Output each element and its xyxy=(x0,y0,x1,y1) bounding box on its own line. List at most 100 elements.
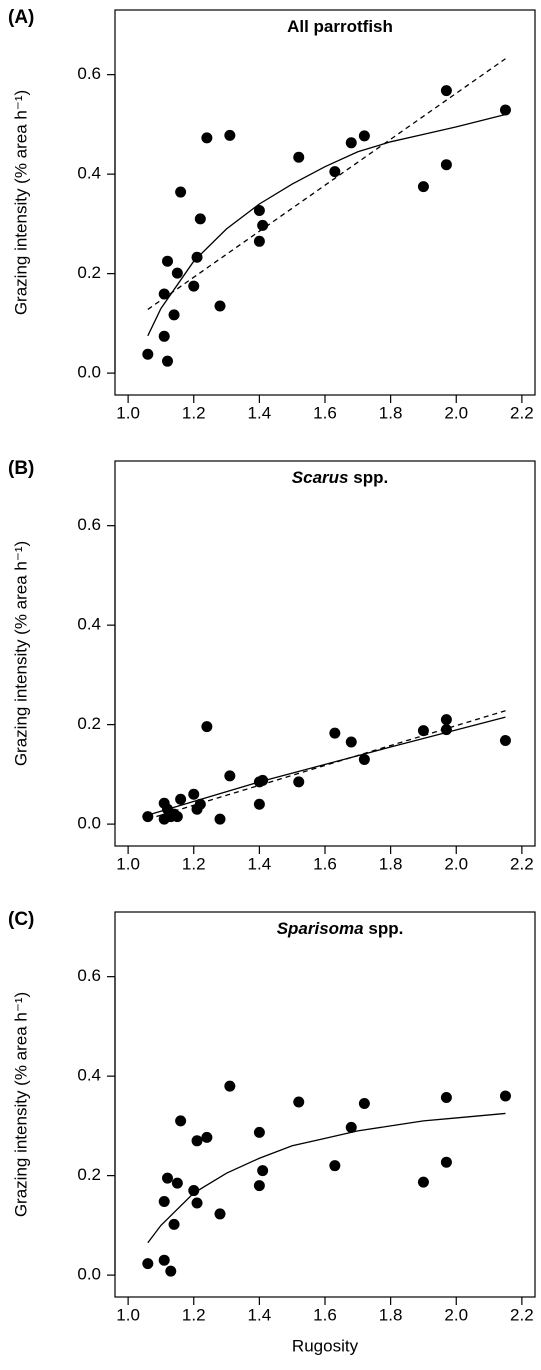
fit-line xyxy=(147,1112,506,1244)
y-tick-label: 0.0 xyxy=(77,363,101,382)
y-tick-label: 0.2 xyxy=(77,714,101,733)
data-point xyxy=(158,288,170,300)
title-text: spp. xyxy=(353,468,388,487)
data-point xyxy=(417,1176,429,1188)
x-tick-label: 1.0 xyxy=(116,403,140,422)
data-point xyxy=(345,137,357,149)
title-text: spp. xyxy=(368,919,403,938)
data-point xyxy=(188,1185,200,1197)
y-tick-label: 0.6 xyxy=(77,966,101,985)
plot-box xyxy=(114,911,536,1298)
data-point xyxy=(417,181,429,193)
x-tick-label: 2.0 xyxy=(444,1305,468,1324)
x-tick-label: 1.2 xyxy=(182,403,206,422)
panel-label: (A) xyxy=(8,7,34,28)
x-tick-label: 1.6 xyxy=(313,403,337,422)
x-tick-label: 1.2 xyxy=(182,854,206,873)
data-point xyxy=(158,1254,170,1266)
panel-title: Sparisoma spp. xyxy=(277,919,404,938)
data-point xyxy=(214,813,226,825)
data-point xyxy=(293,1096,305,1108)
data-point xyxy=(142,1258,154,1270)
data-point xyxy=(329,166,341,178)
data-point xyxy=(253,1180,265,1192)
data-point xyxy=(168,309,180,321)
panel-label: (C) xyxy=(8,909,34,930)
x-tick-label: 1.8 xyxy=(379,1305,403,1324)
y-axis-label: Grazing intensity (% area h⁻¹) xyxy=(11,541,30,766)
data-point xyxy=(345,736,357,748)
x-tick-label: 1.8 xyxy=(379,854,403,873)
x-tick-label: 2.0 xyxy=(444,854,468,873)
data-point xyxy=(293,776,305,788)
y-tick-label: 0.4 xyxy=(77,164,101,183)
y-axis-label: Grazing intensity (% area h⁻¹) xyxy=(11,992,30,1217)
data-point xyxy=(201,1131,213,1143)
data-point xyxy=(194,213,206,225)
x-tick-label: 1.4 xyxy=(248,403,272,422)
data-point xyxy=(499,1090,511,1102)
x-tick-label: 1.2 xyxy=(182,1305,206,1324)
data-point xyxy=(253,1126,265,1138)
data-point xyxy=(257,219,269,231)
data-point xyxy=(253,235,265,247)
data-point xyxy=(224,770,236,782)
data-point xyxy=(224,1080,236,1092)
x-tick-label: 2.2 xyxy=(510,403,534,422)
panel-title: All parrotfish xyxy=(287,17,393,36)
x-tick-label: 1.4 xyxy=(248,1305,272,1324)
data-point xyxy=(162,255,173,267)
plot-box xyxy=(114,9,536,396)
data-point xyxy=(417,725,429,737)
data-point xyxy=(162,1172,173,1184)
x-tick-label: 1.8 xyxy=(379,403,403,422)
data-point xyxy=(201,132,213,144)
x-tick-label: 1.6 xyxy=(313,1305,337,1324)
title-italic: Sparisoma xyxy=(277,919,364,938)
data-point xyxy=(224,129,236,141)
data-point xyxy=(440,159,452,171)
data-point xyxy=(191,1135,203,1147)
panel-label: (B) xyxy=(8,458,34,479)
y-tick-label: 0.2 xyxy=(77,263,101,282)
data-point xyxy=(358,1098,370,1110)
data-point xyxy=(175,793,187,805)
data-point xyxy=(188,788,200,800)
data-point xyxy=(440,724,452,736)
data-point xyxy=(329,1160,341,1172)
y-tick-label: 0.2 xyxy=(77,1165,101,1184)
data-point xyxy=(175,1115,187,1127)
data-point xyxy=(440,714,452,726)
data-point xyxy=(440,85,452,97)
y-tick-label: 0.6 xyxy=(77,515,101,534)
fit-line xyxy=(147,58,506,310)
data-point xyxy=(162,355,173,367)
y-tick-label: 0.0 xyxy=(77,814,101,833)
y-tick-label: 0.4 xyxy=(77,1066,101,1085)
data-point xyxy=(440,1156,452,1168)
data-point xyxy=(329,727,341,739)
data-point xyxy=(168,1218,180,1230)
data-point xyxy=(142,348,154,360)
x-tick-label: 2.2 xyxy=(510,854,534,873)
data-point xyxy=(171,811,183,823)
y-tick-label: 0.0 xyxy=(77,1265,101,1284)
data-point xyxy=(194,798,206,810)
data-point xyxy=(253,204,265,216)
data-point xyxy=(188,280,200,292)
data-point xyxy=(345,1121,357,1133)
x-tick-label: 1.0 xyxy=(116,854,140,873)
data-point xyxy=(191,1197,203,1209)
title-text: All parrotfish xyxy=(287,17,393,36)
data-point xyxy=(191,251,203,263)
data-point xyxy=(175,186,187,198)
x-tick-label: 2.0 xyxy=(444,403,468,422)
data-point xyxy=(214,300,226,312)
plot-box xyxy=(114,460,536,847)
data-point xyxy=(158,1195,170,1207)
data-point xyxy=(142,811,154,823)
data-point xyxy=(293,151,305,163)
data-point xyxy=(499,735,511,747)
title-italic: Scarus xyxy=(292,468,349,487)
